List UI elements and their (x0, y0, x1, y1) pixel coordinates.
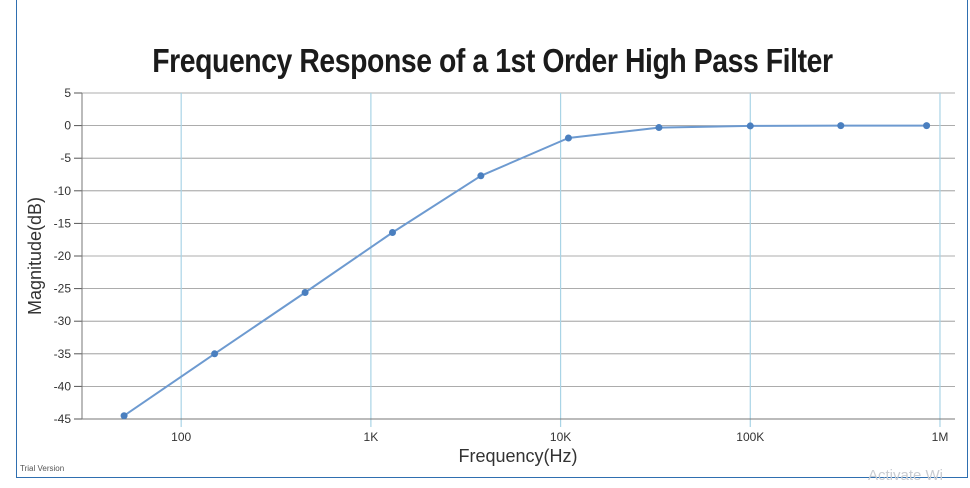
y-tick-label: -15 (54, 216, 72, 230)
axis-layer: 5 0 -5 -10 -15 -20 -25 -30 -35 -40 -45 100 1K 10K 100K… (54, 86, 955, 444)
chart-frame (16, 0, 968, 478)
x-tick-label: 1K (364, 430, 379, 444)
y-axis-title: Magnitude(dB) (25, 197, 45, 315)
data-point (389, 229, 397, 237)
x-axis-title: Frequency(Hz) (458, 446, 577, 466)
data-point (564, 134, 572, 142)
data-point (655, 124, 663, 132)
y-tick-label: -10 (54, 184, 72, 198)
x-tick-label: 10K (550, 430, 571, 444)
data-point (120, 412, 128, 420)
activation-watermark: Activate Wi (868, 467, 944, 484)
y-tick-label: 5 (64, 86, 71, 100)
y-tick-label: -40 (54, 379, 72, 393)
chart-title: Frequency Response of a 1st Order High P… (152, 42, 833, 79)
y-tick-label: -20 (54, 249, 72, 263)
data-point (301, 289, 309, 297)
y-tick-label: -35 (54, 347, 72, 361)
series-layer (120, 122, 931, 420)
x-tick-label: 100K (736, 430, 764, 444)
data-point (746, 122, 754, 130)
y-tick-label: -45 (54, 412, 72, 426)
data-point (211, 350, 219, 358)
x-tick-label: 100 (171, 430, 191, 444)
data-point (837, 122, 845, 130)
y-tick-label: -30 (54, 314, 72, 328)
trial-version-label: Trial Version (20, 464, 65, 473)
x-tick-label: 1M (932, 430, 949, 444)
data-point (477, 172, 485, 180)
y-tick-label: -25 (54, 282, 72, 296)
grid-layer (82, 92, 955, 427)
y-tick-label: 0 (64, 119, 71, 133)
y-tick-label: -5 (60, 151, 71, 165)
series-line (123, 124, 927, 417)
data-point (923, 122, 931, 130)
